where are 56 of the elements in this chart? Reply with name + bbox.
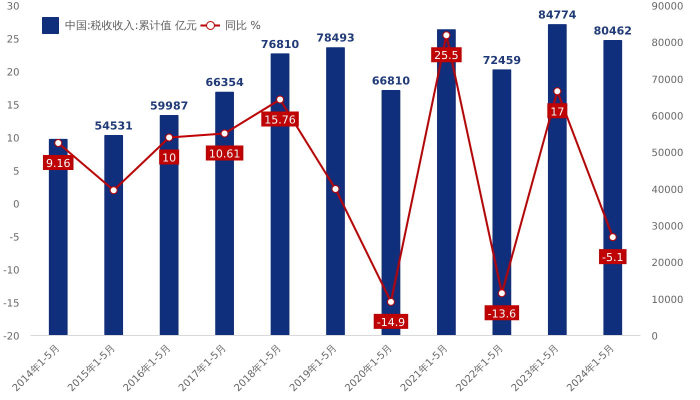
y-tick-label: 10	[6, 134, 20, 144]
bar	[160, 115, 179, 336]
y2-tick-label: 60000	[652, 112, 684, 122]
y2-tick-label: 20000	[652, 258, 684, 270]
y-tick-label: -10	[3, 266, 20, 276]
y2-tick-label: 70000	[652, 74, 684, 86]
y-tick-label: 25	[6, 34, 20, 46]
data-label: 15.76	[264, 113, 296, 126]
y-tick-label: 20	[6, 68, 20, 78]
data-label: 9.16	[46, 157, 70, 170]
point	[608, 233, 617, 242]
point	[54, 139, 62, 148]
data-label: 78493	[316, 32, 355, 45]
point	[276, 95, 284, 104]
data-label: 80462	[594, 24, 632, 38]
bar	[548, 24, 567, 336]
legend-label: 中国:税收收入:累计值 亿元	[65, 18, 197, 32]
data-label: 59987	[150, 100, 188, 113]
data-label: 72459	[482, 54, 522, 67]
y2-tick-label: 40000	[652, 184, 684, 196]
point	[110, 186, 118, 194]
data-label: 84774	[538, 8, 577, 22]
y2-tick-label: 10000	[652, 294, 684, 306]
point	[553, 87, 562, 96]
y-tick-label: 30	[6, 2, 20, 12]
data-label: 17	[550, 105, 564, 118]
y-tick-label: -20	[3, 332, 20, 342]
data-label: 66354	[205, 76, 244, 90]
data-label: -5.1	[602, 251, 624, 264]
data-label: 76810	[260, 38, 300, 51]
point	[386, 298, 395, 306]
point	[442, 31, 450, 40]
point	[332, 184, 340, 193]
y-tick-label: 5	[13, 166, 20, 178]
y2-tick-label: 30000	[652, 222, 684, 232]
y-tick-label: -15	[3, 298, 20, 310]
point	[498, 289, 506, 298]
y2-tick-label: 0	[652, 332, 658, 342]
y2-tick-label: 50000	[652, 148, 684, 160]
bar	[326, 47, 345, 336]
point	[165, 134, 174, 142]
data-label: -13.6	[488, 307, 516, 320]
y-tick-label: 0	[13, 200, 20, 210]
data-label: 10.61	[208, 147, 240, 160]
data-label: 66810	[372, 74, 410, 88]
y2-tick-label: 80000	[652, 38, 684, 50]
data-label: 54531	[94, 120, 133, 133]
bar	[104, 135, 124, 336]
y2-tick-label: 90000	[652, 2, 684, 12]
y-tick-label: 15	[6, 100, 20, 112]
data-label: 10	[162, 152, 176, 164]
y-tick-label: -5	[10, 232, 20, 244]
legend-label: 同比 %	[224, 18, 261, 32]
data-label: -14.9	[376, 316, 406, 329]
data-label: 25.5	[434, 49, 459, 62]
point	[220, 129, 229, 138]
